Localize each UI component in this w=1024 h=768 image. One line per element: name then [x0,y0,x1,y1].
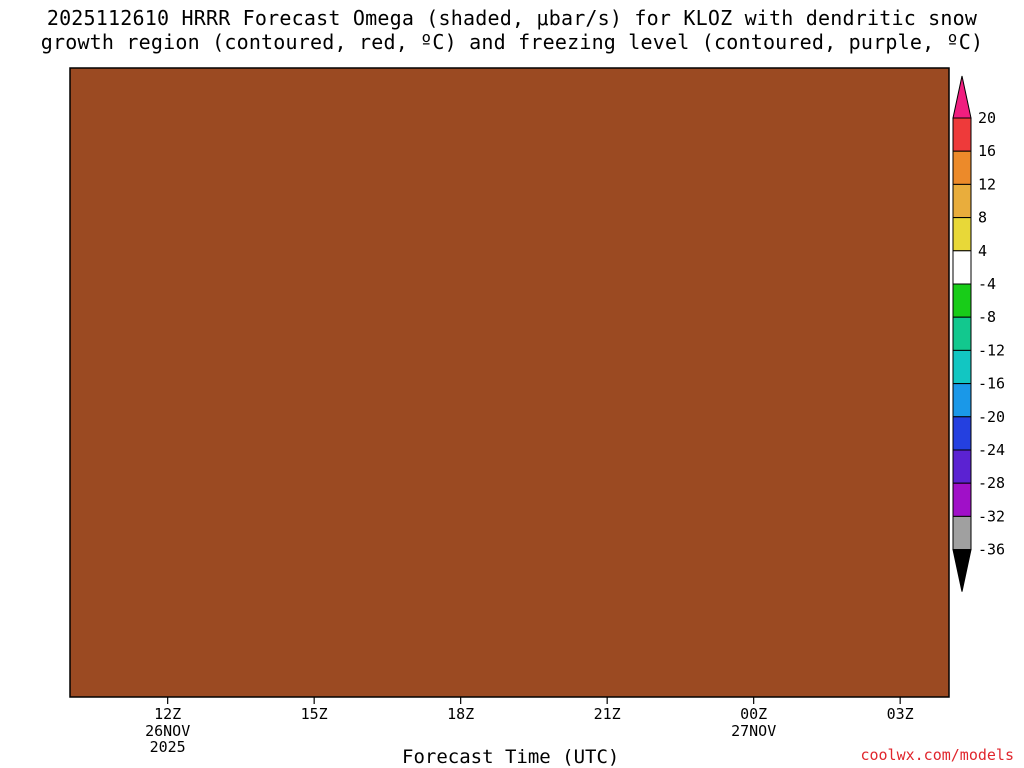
colorbar-box-7 [952,349,972,385]
colorbar-label-minus16: -16 [978,375,1005,393]
colorbar-box-10 [952,449,972,484]
colorbar-top-arrow [952,75,972,119]
colorbar-box-8 [952,383,972,418]
colorbar-bottom-arrow [952,549,972,592]
site-credit[interactable]: coolwx.com/models [860,746,1014,764]
plot-frame [69,67,950,698]
colorbar-label-16: 16 [978,142,996,160]
colorbar-label-minus28: -28 [978,474,1005,492]
colorbar-box-0 [952,117,972,152]
chart-title-line-2: growth region (contoured, red, ºC) and f… [40,30,984,54]
colorbar-label-4: 4 [978,242,987,260]
x-year-label-0: 2025 [150,738,186,756]
ground-fill [70,68,949,697]
chart-title-line-1: 2025112610 HRRR Forecast Omega (shaded, … [46,6,978,30]
colorbar-label-8: 8 [978,209,987,227]
colorbar-label-12: 12 [978,175,996,193]
colorbar-box-12 [952,515,972,551]
colorbar-box-5 [952,283,972,318]
x-tick-label-00Z: 00Z [740,705,767,723]
colorbar-box-4 [952,250,972,285]
x-tick-label-15Z: 15Z [301,705,328,723]
colorbar-label-minus36: -36 [978,541,1005,559]
colorbar-label-minus24: -24 [978,441,1005,459]
colorbar-label-minus20: -20 [978,408,1005,426]
x-date-label-4: 27NOV [731,722,776,740]
colorbar-label-minus8: -8 [978,308,996,326]
colorbar-box-9 [952,416,972,451]
colorbar-box-6 [952,316,972,351]
x-tick-label-12Z: 12Z [154,705,181,723]
x-tick-label-21Z: 21Z [594,705,621,723]
colorbar-label-minus4: -4 [978,275,996,293]
colorbar-box-3 [952,217,972,252]
x-tick-label-18Z: 18Z [447,705,474,723]
plot-area: -18-18-1200 [70,68,949,697]
colorbar-box-1 [952,150,972,185]
x-tick-label-03Z: 03Z [887,705,914,723]
x-axis-label: Forecast Time (UTC) [402,746,620,768]
colorbar-box-11 [952,482,972,517]
colorbar-label-minus12: -12 [978,341,1005,359]
colorbar-label-20: 20 [978,109,996,127]
x-date-label-0: 26NOV [145,722,190,740]
colorbar-box-2 [952,183,972,219]
colorbar-label-minus32: -32 [978,507,1005,525]
chart-title: 2025112610 HRRR Forecast Omega (shaded, … [0,6,1024,54]
